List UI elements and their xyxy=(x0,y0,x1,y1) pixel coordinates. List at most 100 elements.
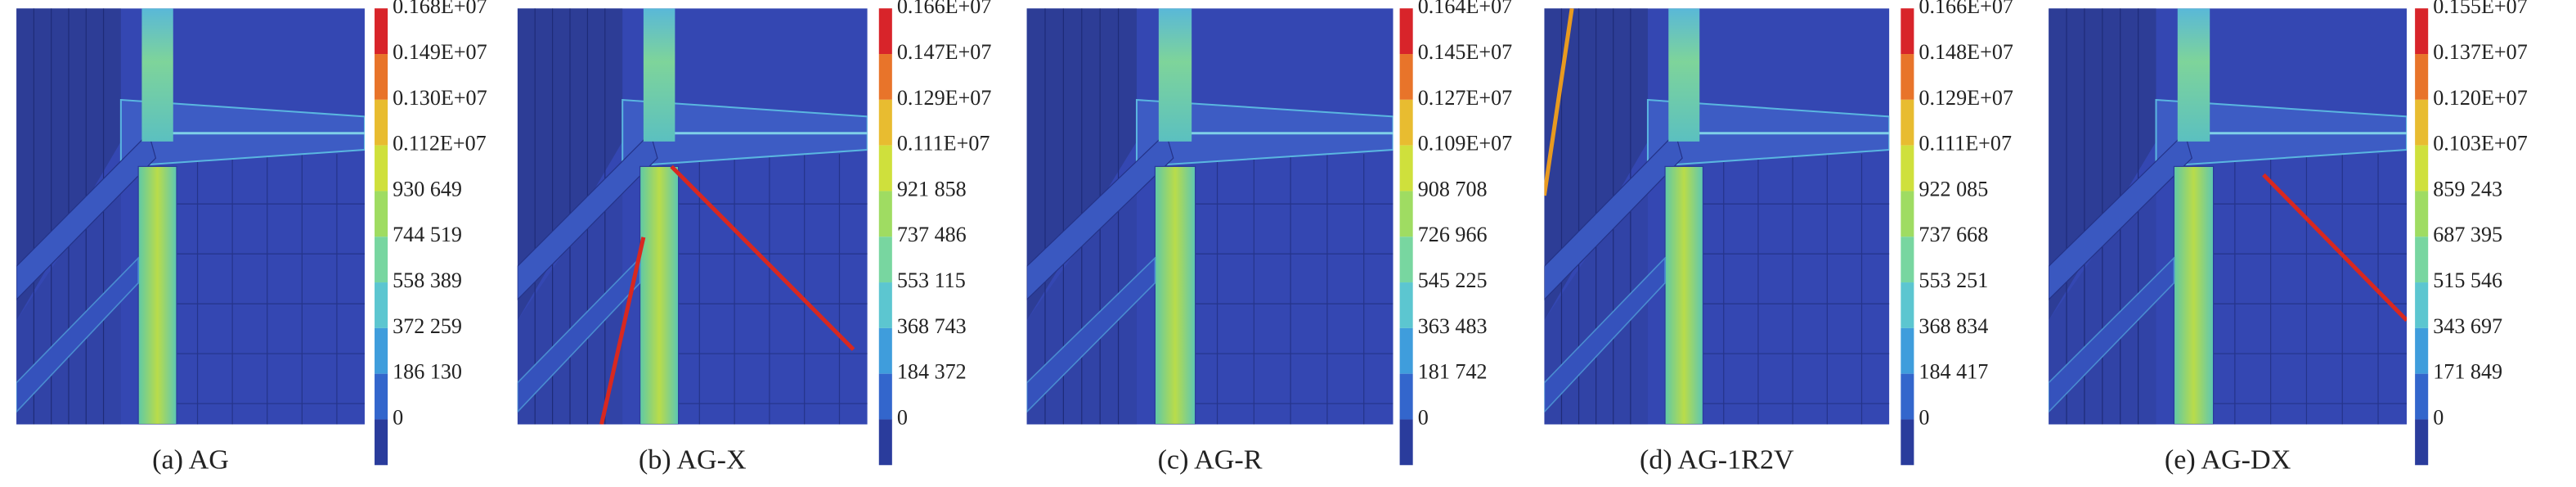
panel: 0.155E+07 0.137E+07 0.120E+07 0.103E+07 859 … xyxy=(2049,0,2528,476)
colorbar-label: 0.149E+07 xyxy=(393,40,487,64)
cable xyxy=(2262,173,2408,322)
colorbar-segment xyxy=(375,99,388,146)
colorbar-segment xyxy=(375,419,388,466)
colorbar-segment xyxy=(375,145,388,192)
colorbar-label: 0.129E+07 xyxy=(1919,86,2013,110)
brace xyxy=(517,132,658,300)
colorbar-segment xyxy=(2415,145,2429,192)
colorbar-label: 0.164E+07 xyxy=(1418,0,1513,18)
colorbar-label: 0.168E+07 xyxy=(393,0,487,18)
colorbar-segment xyxy=(375,54,388,100)
colorbar-segment xyxy=(375,282,388,328)
colorbar-label: 368 743 xyxy=(897,314,967,338)
colorbar-label: 184 372 xyxy=(897,360,967,384)
colorbar-segment xyxy=(1399,237,1413,283)
colorbar-label: 744 519 xyxy=(393,223,462,246)
colorbar-segment xyxy=(2415,54,2429,100)
colorbar-label: 726 966 xyxy=(1418,223,1488,246)
colorbar-label: 343 697 xyxy=(2433,314,2502,338)
colorbar-segment xyxy=(1399,419,1413,466)
colorbar-label: 0.120E+07 xyxy=(2433,86,2528,110)
colorbar-segment xyxy=(2415,373,2429,420)
caption: (c) AG-R xyxy=(1158,445,1263,476)
column-top xyxy=(141,8,173,142)
colorbar-segment xyxy=(2415,237,2429,283)
colorbar-segment xyxy=(2415,327,2429,374)
colorbar-segment xyxy=(2415,282,2429,328)
caption: (a) AG xyxy=(152,445,229,476)
bottom-beam xyxy=(16,256,139,413)
colorbar-segment xyxy=(375,191,388,237)
colorbar-segment xyxy=(878,282,892,328)
colorbar-label: 687 395 xyxy=(2433,223,2502,246)
panel: 0.166E+07 0.147E+07 0.129E+07 0.111E+07 921 … xyxy=(517,0,992,476)
brace xyxy=(1544,132,1683,300)
column xyxy=(137,165,177,425)
colorbar-segment xyxy=(1901,99,1914,146)
cable xyxy=(599,237,646,425)
bottom-beam xyxy=(2049,256,2175,413)
colorbar-segment xyxy=(1399,327,1413,374)
colorbar-label: 0.112E+07 xyxy=(393,132,487,156)
colorbar-segment xyxy=(1901,54,1914,100)
colorbar-segment xyxy=(1399,8,1413,55)
bottom-beam xyxy=(1026,256,1156,413)
colorbar-label: 0 xyxy=(393,405,403,429)
colorbar-label: 930 649 xyxy=(393,177,462,201)
column-top xyxy=(643,8,675,142)
caption: (e) AG-DX xyxy=(2165,445,2291,476)
colorbar-segment xyxy=(1399,54,1413,100)
colorbar-segment xyxy=(1901,145,1914,192)
colorbar-label: 0 xyxy=(1418,405,1429,429)
bottom-beam xyxy=(1544,256,1666,413)
colorbar-segment xyxy=(375,327,388,374)
panel: 0.168E+07 0.149E+07 0.130E+07 0.112E+07 930 … xyxy=(16,0,487,476)
colorbar-segment xyxy=(878,99,892,146)
render xyxy=(16,8,365,425)
colorbar-label: 0.111E+07 xyxy=(897,132,990,156)
colorbar-segment xyxy=(878,54,892,100)
colorbar-label: 0 xyxy=(897,405,908,429)
colorbar-label: 0 xyxy=(1919,405,1929,429)
colorbar-label: 0.129E+07 xyxy=(897,86,992,110)
colorbar-segment xyxy=(1901,373,1914,420)
colorbar-label: 0.130E+07 xyxy=(393,86,487,110)
brace xyxy=(1026,132,1174,300)
colorbar-label: 372 259 xyxy=(393,314,462,338)
column xyxy=(2173,165,2215,425)
colorbar-segment xyxy=(878,145,892,192)
colorbar-segment xyxy=(1399,145,1413,192)
render xyxy=(1544,8,1890,425)
colorbar-segment xyxy=(375,237,388,283)
colorbar-label: 0.155E+07 xyxy=(2433,0,2528,18)
colorbar-label: 0.137E+07 xyxy=(2433,40,2528,64)
caption: (b) AG-X xyxy=(639,445,747,476)
colorbar-label: 181 742 xyxy=(1418,360,1488,384)
colorbar-segment xyxy=(1901,237,1914,283)
colorbar-label: 186 130 xyxy=(393,360,462,384)
brace xyxy=(2049,132,2192,300)
colorbar-label: 0.147E+07 xyxy=(897,40,992,64)
colorbar-segment xyxy=(878,419,892,466)
column-top xyxy=(1668,8,1700,142)
colorbar-label: 921 858 xyxy=(897,177,967,201)
colorbar-segment xyxy=(878,373,892,420)
colorbar-label: 0.103E+07 xyxy=(2433,132,2528,156)
render xyxy=(2049,8,2408,425)
colorbar-segment xyxy=(1901,191,1914,237)
colorbar-segment xyxy=(1901,282,1914,328)
colorbar-label: 0.109E+07 xyxy=(1418,132,1513,156)
brace xyxy=(16,132,157,300)
render xyxy=(517,8,868,425)
render xyxy=(1026,8,1393,425)
colorbar-label: 737 486 xyxy=(897,223,967,246)
colorbar-label: 368 834 xyxy=(1919,314,1988,338)
colorbar-label: 0.145E+07 xyxy=(1418,40,1513,64)
colorbar-label: 908 708 xyxy=(1418,177,1488,201)
colorbar-label: 0.166E+07 xyxy=(1919,0,2013,18)
column xyxy=(639,165,680,425)
colorbar-segment xyxy=(1399,373,1413,420)
cable xyxy=(670,165,855,351)
colorbar-label: 0 xyxy=(2433,405,2444,429)
